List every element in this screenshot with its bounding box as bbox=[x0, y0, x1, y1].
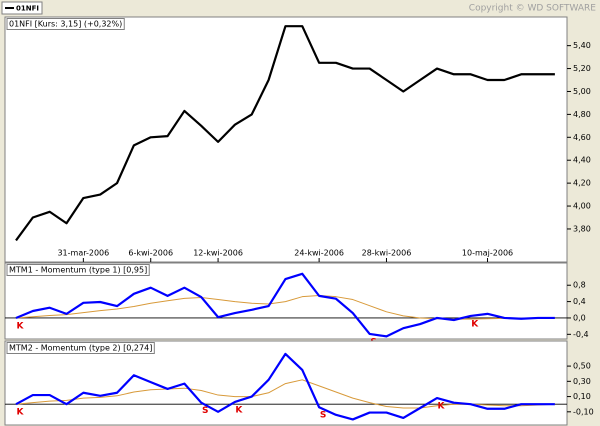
y-tick-label: 4,20 bbox=[573, 179, 591, 188]
y-tick-label: 0,10 bbox=[573, 392, 591, 401]
tab[interactable] bbox=[1, 1, 43, 15]
tab-label[interactable]: 01NFI bbox=[16, 5, 39, 13]
signal-marker: K bbox=[17, 321, 25, 331]
y-tick-label: 0,50 bbox=[573, 362, 591, 371]
y-tick-label: 0,0 bbox=[573, 313, 586, 322]
y-tick-label: 5,40 bbox=[573, 41, 591, 50]
signal-marker: K bbox=[235, 405, 243, 415]
y-tick-label: 0,8 bbox=[573, 281, 586, 290]
x-tick-label: 31-mar-2006 bbox=[57, 249, 109, 258]
series-line bbox=[15, 294, 555, 320]
panel bbox=[4, 16, 568, 263]
y-tick-label: -0,10 bbox=[573, 407, 594, 416]
panel-title-box bbox=[6, 342, 155, 354]
signal-marker: K bbox=[438, 402, 446, 412]
panel-title: 01NFI [Kurs: 3,15] (+0,32%) bbox=[9, 20, 122, 29]
series-line bbox=[15, 352, 555, 421]
x-tick-label: 24-kwi-2006 bbox=[294, 249, 344, 258]
y-tick-label: -0,4 bbox=[573, 330, 589, 339]
signal-marker: S bbox=[320, 411, 326, 421]
panel-title-box bbox=[6, 18, 125, 30]
y-tick-label: 5,00 bbox=[573, 87, 591, 96]
y-tick-label: 0,4 bbox=[573, 297, 586, 306]
y-tick-label: 0,30 bbox=[573, 377, 591, 386]
series-line bbox=[15, 25, 555, 242]
x-tick-label: 10-maj-2006 bbox=[462, 249, 513, 258]
series-line bbox=[15, 272, 555, 338]
signal-marker: S bbox=[202, 406, 208, 416]
y-tick-label: 4,40 bbox=[573, 156, 591, 165]
y-tick-label: 4,60 bbox=[573, 133, 591, 142]
y-tick-label: 4,00 bbox=[573, 202, 591, 211]
y-tick-label: 4,80 bbox=[573, 110, 591, 119]
signal-marker: K bbox=[471, 319, 479, 329]
panel-title-box bbox=[6, 264, 150, 276]
y-tick-label: 3,80 bbox=[573, 224, 591, 233]
copyright: Copyright © WD SOFTWARE bbox=[469, 4, 597, 14]
x-tick-label: 6-kwi-2006 bbox=[128, 249, 173, 258]
panel-title: MTM1 - Momentum (type 1) [0,95] bbox=[9, 266, 147, 275]
x-tick-label: 28-kwi-2006 bbox=[362, 249, 412, 258]
x-tick-label: 12-kwi-2006 bbox=[193, 249, 243, 258]
y-tick-label: 5,20 bbox=[573, 64, 591, 73]
panel-title: MTM2 - Momentum (type 2) [0,274] bbox=[9, 344, 152, 353]
signal-marker: K bbox=[17, 408, 25, 418]
